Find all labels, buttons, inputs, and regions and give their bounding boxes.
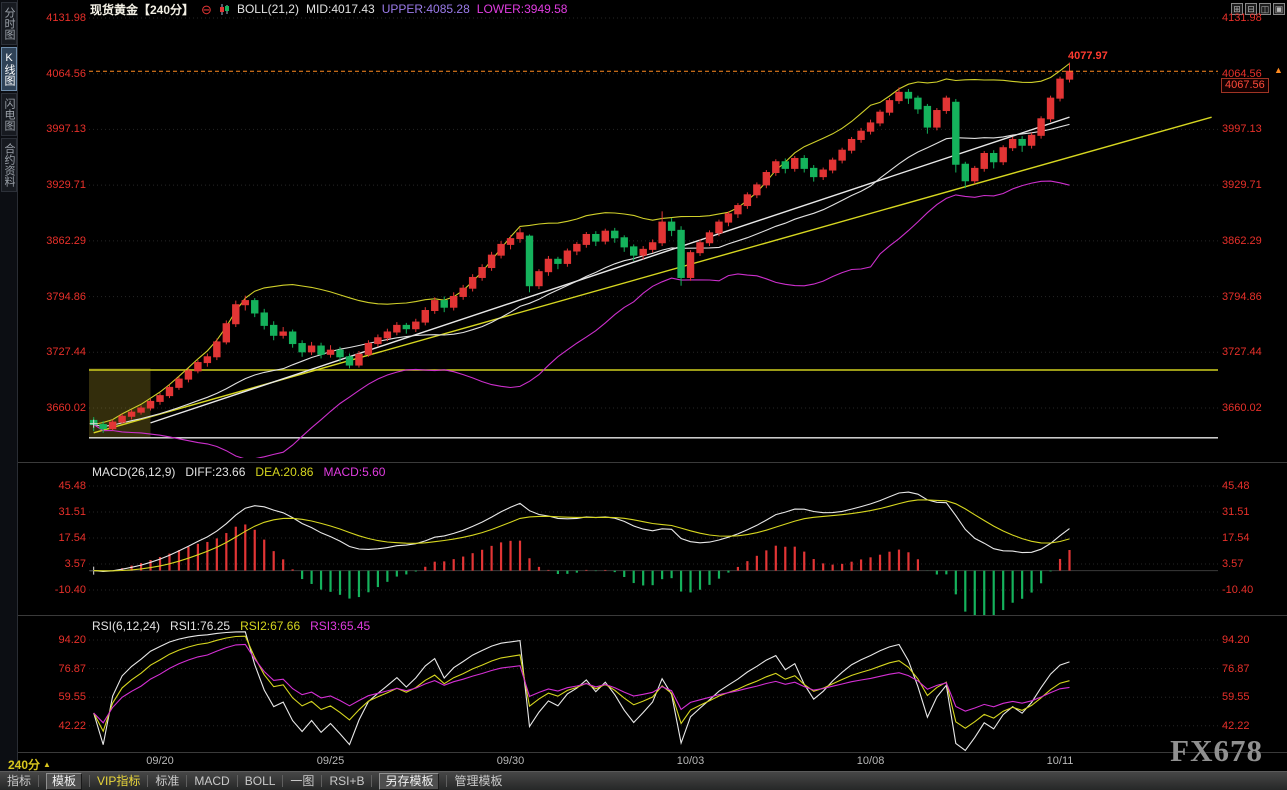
rsi-axis-label-right: 59.55: [1222, 691, 1250, 704]
macd-axis-label-left: 3.57: [64, 558, 86, 570]
rsi3-value: RSI3:65.45: [310, 619, 371, 633]
toolbar-item-templates[interactable]: 模板: [46, 772, 83, 790]
toolbar-separator: [186, 775, 188, 787]
date-axis-label: 09/25: [316, 755, 345, 767]
price-axis-label-left: 3997.13: [46, 123, 86, 136]
toolbar-item-save-template[interactable]: 另存模板: [379, 772, 440, 790]
boll-upper-value: UPPER:4085.28: [381, 2, 470, 16]
price-axis-label-left: 3862.29: [46, 234, 86, 247]
boll-lower-value: LOWER:3949.58: [476, 2, 568, 16]
period-selector[interactable]: 240分 ▲: [8, 756, 51, 773]
toolbar-item-standard[interactable]: 标准: [155, 773, 180, 788]
last-price-badge: 4067.56: [1221, 78, 1269, 94]
rsi-axis-label-left: 59.55: [58, 691, 86, 704]
chart-type-sidebar: 分时图 K线图闪电图合约资料: [0, 0, 18, 771]
toolbar-separator: [446, 775, 448, 787]
quad-layout-icon[interactable]: ⊞: [1231, 3, 1243, 15]
rsi-axis-label-left: 94.20: [58, 634, 86, 646]
macd-axis-label-right: -10.40: [1222, 584, 1254, 596]
rsi-axis-label-right: 42.22: [1222, 719, 1250, 732]
date-axis-label: 09/30: [496, 755, 525, 767]
macd-axis-label-right: 45.48: [1222, 480, 1250, 492]
rsi-indicator-name: RSI(6,12,24): [92, 619, 161, 633]
price-axis-label-right: 3660.02: [1222, 402, 1262, 414]
single-view-icon[interactable]: ▣: [1273, 3, 1285, 15]
toolbar-separator: [321, 775, 323, 787]
sidebar-tab-time-chart[interactable]: 分时图: [1, 2, 17, 45]
macd-axis-label-left: 45.48: [58, 480, 86, 492]
rsi-axis-label-right: 94.20: [1222, 634, 1250, 646]
chart-header: 现货黄金【240分】 ⊖ BOLL(21,2) MID:4017.43 UPPE…: [90, 1, 567, 17]
price-axis-label-right: 3862.29: [1222, 234, 1262, 247]
rsi-axis-label-left: 42.22: [58, 719, 86, 732]
rsi-axis-label-right: 76.87: [1222, 662, 1250, 675]
watermark: FX678: [1170, 733, 1263, 768]
toolbar-separator: [147, 775, 149, 787]
macd-indicator-name: MACD(26,12,9): [92, 465, 176, 479]
collapse-panel-icon[interactable]: ⊖: [201, 1, 212, 17]
macd-dea-value: DEA:20.86: [255, 465, 314, 479]
window-layout-buttons: ⊞ ⊟ ◫ ▣: [1231, 3, 1285, 15]
macd-axis-label-right: 31.51: [1222, 506, 1250, 518]
toolbar-item-one-chart[interactable]: 一图: [290, 773, 315, 788]
date-axis-label: 09/20: [146, 755, 174, 767]
toolbar-item-manage-templates[interactable]: 管理模板: [454, 773, 503, 788]
date-axis-label: 10/03: [676, 755, 705, 767]
indicator-candle-icon: [219, 3, 230, 15]
toolbar-separator: [236, 775, 238, 787]
price-up-arrow-icon[interactable]: ▲: [1274, 65, 1283, 75]
price-axis-label-right: 3794.86: [1222, 290, 1262, 303]
session-high-annotation: 4077.97: [1068, 49, 1108, 62]
boll-mid-value: MID:4017.43: [305, 2, 375, 16]
symbol-title: 现货黄金【240分】: [90, 2, 195, 17]
toolbar-item-rsi-b[interactable]: RSI+B: [329, 773, 365, 788]
sidebar-tab-lightning-chart[interactable]: 闪电图: [1, 93, 17, 136]
price-axis-label-left: 3794.86: [46, 290, 86, 303]
rsi1-value: RSI1:76.25: [170, 619, 231, 633]
macd-axis-label-left: -10.40: [54, 584, 86, 596]
price-axis-label-left: 3727.44: [46, 346, 86, 359]
price-axis-label-left: 4064.56: [46, 67, 86, 80]
price-axis-label-right: 3727.44: [1222, 346, 1262, 359]
macd-macd-value: MACD:5.60: [323, 465, 386, 479]
price-axis-label-left: 4131.98: [46, 12, 86, 24]
macd-diff-value: DIFF:23.66: [185, 465, 246, 479]
macd-panel-header: MACD(26,12,9) DIFF:23.66 DEA:20.86 MACD:…: [92, 465, 385, 479]
macd-axis-label-right: 17.54: [1222, 532, 1250, 544]
period-label-text: 240分: [8, 758, 41, 772]
price-axis-label-right: 4064.56: [1222, 67, 1262, 80]
price-axis-label-right: 3997.13: [1222, 123, 1262, 136]
rsi2-value: RSI2:67.66: [240, 619, 301, 633]
bottom-toolbar: 指标 模板 VIP指标 标准 MACD BOLL 一图 RSI+B 另存模板 管理模板: [0, 771, 1287, 790]
toolbar-item-macd[interactable]: MACD: [194, 773, 230, 788]
date-axis-label: 10/08: [856, 755, 885, 767]
price-axis-label-right: 4131.98: [1222, 12, 1262, 24]
boll-indicator-name: BOLL(21,2): [236, 2, 299, 16]
toolbar-separator: [89, 775, 91, 787]
date-axis-label: 10/11: [1046, 755, 1074, 767]
price-axis-label-left: 3929.71: [46, 179, 86, 192]
period-up-arrow-icon: ▲: [43, 760, 51, 769]
rsi-axis-label-left: 76.87: [58, 662, 86, 675]
toolbar-separator: [371, 775, 373, 787]
toolbar-separator: [38, 775, 40, 787]
price-axis-label-right: 3929.71: [1222, 179, 1262, 192]
macd-axis-label-left: 31.51: [58, 506, 86, 518]
rsi-panel-header: RSI(6,12,24) RSI1:76.25 RSI2:67.66 RSI3:…: [92, 619, 370, 633]
macd-axis-label-left: 17.54: [58, 532, 86, 544]
horizontal-split-icon[interactable]: ⊟: [1245, 3, 1257, 15]
sidebar-tab-kline-chart[interactable]: K线图: [1, 47, 17, 91]
toolbar-separator: [282, 775, 284, 787]
price-axis-label-left: 3660.02: [46, 402, 86, 414]
toolbar-item-vip-indicators[interactable]: VIP指标: [97, 773, 141, 788]
macd-axis-label-right: 3.57: [1222, 558, 1244, 570]
toolbar-item-boll[interactable]: BOLL: [244, 773, 276, 788]
sidebar-tab-contract-info[interactable]: 合约资料: [1, 138, 17, 192]
toolbar-item-indicators[interactable]: 指标: [7, 773, 32, 788]
vertical-split-icon[interactable]: ◫: [1259, 3, 1271, 15]
